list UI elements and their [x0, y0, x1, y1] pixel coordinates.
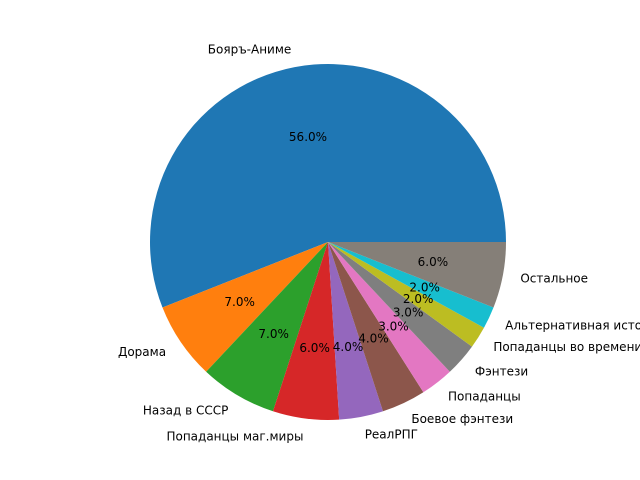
pie-percent-label-4: 6.0%: [299, 341, 330, 355]
pie-category-label-1: Бояръ-Аниме: [208, 43, 292, 57]
pie-slice-1: [150, 64, 506, 308]
pie-percent-label-1: 56.0%: [289, 130, 327, 144]
pie-percent-label-10: 2.0%: [409, 280, 440, 294]
pie-category-label-5: РеалРПГ: [365, 427, 418, 441]
pie-slice-6: [328, 242, 424, 412]
pie-percent-label-5: 4.0%: [333, 340, 364, 354]
pie-category-label-10: Альтернативная история: [505, 318, 640, 332]
pie-slice-2: [162, 242, 328, 372]
pie-slice-11: [328, 242, 506, 308]
pie-percent-label-8: 3.0%: [393, 306, 424, 320]
pie-category-label-7: Попаданцы: [448, 390, 521, 404]
category-labels-layer: Бояръ-Аниме Дорама Назад в СССР Попаданцы м…: [118, 43, 640, 444]
pie-category-label-2: Дорама: [118, 345, 166, 359]
pie-percent-label-2: 7.0%: [224, 295, 255, 309]
pie-percent-label-9: 2.0%: [403, 292, 434, 306]
pie-category-label-4: Попаданцы маг.миры: [166, 429, 303, 443]
pie-slice-5: [328, 242, 384, 420]
pie-category-label-3: Назад в СССР: [143, 404, 228, 418]
pie-percent-label-3: 7.0%: [258, 327, 289, 341]
pie-category-label-8: Фэнтези: [475, 364, 528, 378]
pie-slice-7: [328, 242, 450, 393]
pie-percent-label-11: 6.0%: [418, 255, 449, 269]
slices-layer: [150, 64, 506, 420]
pie-percent-label-7: 3.0%: [378, 319, 409, 333]
percent-labels-layer: 56.0%7.0%7.0%6.0% 4.0%4.0%3.0%3.0%2.0%2.0…: [224, 130, 448, 355]
pie-category-label-6: Боевое фэнтези: [411, 412, 513, 426]
pie-category-label-9: Попаданцы во времени: [493, 340, 640, 354]
pie-slice-3: [206, 242, 328, 412]
pie-slice-9: [328, 242, 484, 347]
pie-slice-10: [328, 242, 494, 328]
pie-slice-4: [272, 242, 340, 420]
pie-percent-label-6: 4.0%: [358, 332, 389, 346]
pie-category-label-11: Остальное: [520, 272, 588, 286]
pie-slice-8: [328, 242, 473, 372]
